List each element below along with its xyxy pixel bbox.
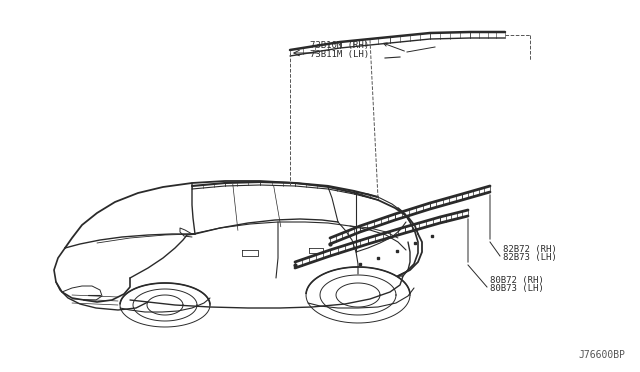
Text: 73B11M (LH): 73B11M (LH): [310, 50, 369, 59]
Text: J76600BP: J76600BP: [578, 350, 625, 360]
Text: 80B73 (LH): 80B73 (LH): [490, 284, 544, 293]
Text: 73B10M (RH): 73B10M (RH): [310, 41, 369, 50]
Text: 82B72 (RH): 82B72 (RH): [503, 245, 557, 254]
Text: 82B73 (LH): 82B73 (LH): [503, 253, 557, 262]
Text: 80B72 (RH): 80B72 (RH): [490, 276, 544, 285]
